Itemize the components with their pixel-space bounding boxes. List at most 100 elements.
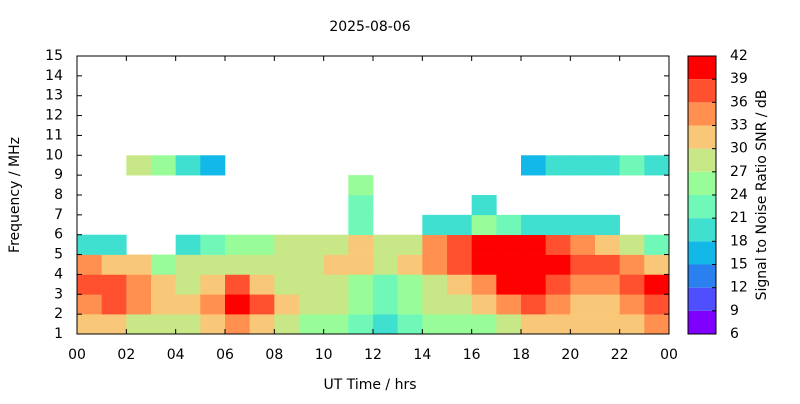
heatmap-cell <box>595 254 620 275</box>
heatmap-cell <box>274 314 300 335</box>
heatmap-cell <box>595 214 620 236</box>
heatmap-cell <box>397 274 423 295</box>
heatmap-cell <box>471 274 497 295</box>
heatmap-cell <box>249 234 275 255</box>
heatmap-cell <box>200 234 226 255</box>
heatmap-cell <box>644 254 670 275</box>
heatmap-cell <box>249 274 275 295</box>
x-tick-label: 10 <box>315 347 333 363</box>
y-tick-label: 6 <box>54 227 63 243</box>
heatmap-cell <box>619 314 645 335</box>
x-tick-label: 18 <box>512 347 530 363</box>
colorbar-tick-label: 12 <box>730 280 748 296</box>
heatmap-cell <box>348 274 374 295</box>
heatmap-cell <box>496 254 522 275</box>
heatmap-cell <box>323 314 349 335</box>
colorbar-segment <box>688 79 716 103</box>
colorbar-segment <box>688 241 716 265</box>
heatmap-cell <box>521 254 546 275</box>
heatmap-cell <box>225 294 250 315</box>
heatmap-cell <box>348 195 374 216</box>
heatmap-cell <box>151 314 176 335</box>
chart-title: 2025-08-06 <box>329 19 410 35</box>
heatmap-cell <box>521 155 546 176</box>
heatmap-cell <box>299 294 324 315</box>
heatmap-cell <box>323 234 349 255</box>
heatmap-cell <box>175 274 201 295</box>
heatmap-cell <box>126 314 152 335</box>
heatmap-cell <box>200 294 226 315</box>
heatmap-cell <box>471 294 497 315</box>
y-tick-label: 3 <box>54 286 63 302</box>
heatmap-cell <box>595 234 620 255</box>
colorbar-tick-label: 21 <box>730 210 748 226</box>
y-tick-label: 12 <box>45 108 63 124</box>
heatmap-cell <box>422 214 448 236</box>
heatmap-cell <box>471 314 497 335</box>
heatmap-cell <box>249 314 275 335</box>
heatmap-cell <box>447 234 472 255</box>
heatmap-cell <box>175 294 201 315</box>
heatmap-cell <box>151 274 176 295</box>
heatmap-cell <box>126 254 152 275</box>
heatmap-cell <box>447 254 472 275</box>
y-tick-label: 4 <box>54 266 63 282</box>
heatmap-cell <box>422 234 448 255</box>
heatmap-cell <box>200 254 226 275</box>
y-tick-label: 15 <box>45 48 63 64</box>
heatmap-cell <box>348 234 374 255</box>
colorbar-segment <box>688 264 716 288</box>
heatmap-cell <box>545 214 571 236</box>
x-tick-label: 12 <box>364 347 382 363</box>
colorbar-segment <box>688 171 716 195</box>
heatmap-cell <box>200 155 226 176</box>
colorbar-segment <box>688 218 716 242</box>
x-tick-label: 22 <box>611 347 629 363</box>
heatmap-cell <box>471 234 497 255</box>
colorbar-segment <box>688 102 716 126</box>
x-axis-label: UT Time / hrs <box>323 377 416 393</box>
heatmap-cell <box>570 294 596 315</box>
heatmap-cell <box>545 294 571 315</box>
heatmap-cell <box>521 234 546 255</box>
heatmap-cell <box>348 175 374 196</box>
heatmap-cell <box>101 274 127 295</box>
x-tick-label: 00 <box>660 347 678 363</box>
x-tick-label: 20 <box>561 347 579 363</box>
colorbar-tick-label: 39 <box>730 71 748 87</box>
colorbar-segment <box>688 310 716 334</box>
heatmap-cell <box>595 314 620 335</box>
heatmap-cell <box>348 314 374 335</box>
heatmap-cell <box>373 274 398 295</box>
heatmap-cell <box>545 234 571 255</box>
heatmap-cell <box>570 274 596 295</box>
heatmap-cell <box>77 274 102 295</box>
heatmap-cell <box>619 234 645 255</box>
heatmap-cell <box>471 214 497 236</box>
heatmap-cell <box>422 274 448 295</box>
heatmap-cell <box>225 234 250 255</box>
colorbar-tick-label: 42 <box>730 48 748 64</box>
heatmap-cell <box>619 274 645 295</box>
heatmap-cell <box>447 214 472 236</box>
colorbar-tick-label: 24 <box>730 187 748 203</box>
heatmap-cell <box>521 274 546 295</box>
heatmap-cell <box>595 274 620 295</box>
colorbar-tick-label: 33 <box>730 118 748 134</box>
heatmap-cell <box>77 314 102 335</box>
heatmap-cell <box>225 314 250 335</box>
heatmap-cell <box>397 314 423 335</box>
colorbar-label: Signal to Noise Ratio SNR / dB <box>754 90 770 301</box>
heatmap-cell <box>373 254 398 275</box>
heatmap-cell <box>299 274 324 295</box>
heatmap-cell <box>348 254 374 275</box>
heatmap-cell <box>323 274 349 295</box>
heatmap-cell <box>447 294 472 315</box>
heatmap-cell <box>570 314 596 335</box>
heatmap-cell <box>200 274 226 295</box>
heatmap-cell <box>397 234 423 255</box>
x-tick-label: 14 <box>413 347 431 363</box>
heatmap-cell <box>77 294 102 315</box>
heatmap-cell <box>545 254 571 275</box>
